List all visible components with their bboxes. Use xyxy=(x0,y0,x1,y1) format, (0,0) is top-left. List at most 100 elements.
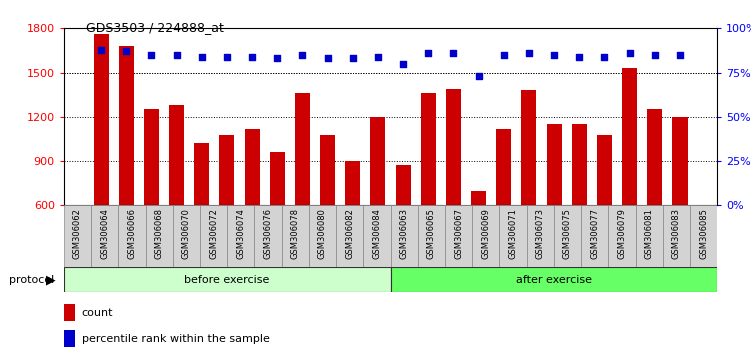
Bar xyxy=(169,105,184,294)
Text: GSM306071: GSM306071 xyxy=(508,209,517,259)
Bar xyxy=(521,90,536,294)
Bar xyxy=(547,124,562,294)
Bar xyxy=(146,205,173,267)
Bar xyxy=(690,205,717,267)
Point xyxy=(422,50,434,56)
Point xyxy=(120,48,132,54)
Bar xyxy=(446,89,461,294)
Bar xyxy=(472,205,499,267)
Bar xyxy=(295,93,310,294)
Text: GSM306065: GSM306065 xyxy=(427,209,436,259)
Text: GSM306085: GSM306085 xyxy=(699,209,708,259)
Point xyxy=(397,61,409,67)
Text: GSM306064: GSM306064 xyxy=(100,209,109,259)
Point xyxy=(347,56,359,61)
Text: GSM306062: GSM306062 xyxy=(73,209,82,259)
Text: GSM306081: GSM306081 xyxy=(644,209,653,259)
Bar xyxy=(622,68,637,294)
Bar xyxy=(309,205,336,267)
Point xyxy=(523,50,535,56)
Text: before exercise: before exercise xyxy=(185,275,270,285)
Bar xyxy=(554,205,581,267)
Bar xyxy=(119,205,146,267)
Point xyxy=(297,52,309,58)
Text: GSM306079: GSM306079 xyxy=(617,209,626,259)
Bar xyxy=(672,117,687,294)
Bar xyxy=(363,205,391,267)
Bar xyxy=(647,109,662,294)
Bar xyxy=(499,205,526,267)
Bar xyxy=(608,205,635,267)
Text: percentile rank within the sample: percentile rank within the sample xyxy=(82,334,270,344)
Text: GSM306084: GSM306084 xyxy=(372,209,382,259)
Bar xyxy=(597,135,612,294)
Bar xyxy=(270,152,285,294)
Point xyxy=(95,47,107,52)
Bar xyxy=(471,190,486,294)
Bar xyxy=(662,205,690,267)
Bar xyxy=(370,117,385,294)
Bar xyxy=(64,205,91,267)
Text: count: count xyxy=(82,308,113,318)
Text: GSM306072: GSM306072 xyxy=(209,209,218,259)
Point xyxy=(498,52,510,58)
Bar xyxy=(64,330,75,347)
Point xyxy=(321,56,333,61)
Text: GSM306073: GSM306073 xyxy=(535,209,544,259)
Point xyxy=(146,52,158,58)
Text: GSM306083: GSM306083 xyxy=(672,209,681,259)
Text: GSM306069: GSM306069 xyxy=(481,209,490,259)
Text: GDS3503 / 224888_at: GDS3503 / 224888_at xyxy=(86,21,225,34)
Bar xyxy=(91,205,119,267)
Text: GSM306068: GSM306068 xyxy=(155,209,164,259)
Point xyxy=(271,56,283,61)
Point xyxy=(448,50,460,56)
Point xyxy=(599,54,611,59)
Bar xyxy=(227,205,255,267)
Text: GSM306063: GSM306063 xyxy=(400,209,409,259)
Bar xyxy=(391,267,717,292)
Text: GSM306080: GSM306080 xyxy=(318,209,327,259)
Point xyxy=(196,54,208,59)
Bar xyxy=(255,205,282,267)
Bar xyxy=(391,205,418,267)
Bar xyxy=(396,166,411,294)
Bar xyxy=(94,34,109,294)
Bar xyxy=(336,205,363,267)
Bar xyxy=(195,143,210,294)
Bar xyxy=(581,205,608,267)
Bar xyxy=(64,304,75,321)
Point xyxy=(221,54,233,59)
Text: ▶: ▶ xyxy=(47,273,56,286)
Bar xyxy=(282,205,309,267)
Point xyxy=(372,54,384,59)
Bar xyxy=(219,135,234,294)
Bar xyxy=(526,205,554,267)
Text: after exercise: after exercise xyxy=(516,275,592,285)
Text: GSM306077: GSM306077 xyxy=(590,209,599,259)
Point xyxy=(472,73,484,79)
Text: GSM306070: GSM306070 xyxy=(182,209,191,259)
Bar xyxy=(320,135,335,294)
Point xyxy=(674,52,686,58)
Text: GSM306078: GSM306078 xyxy=(291,209,300,259)
Text: protocol: protocol xyxy=(9,275,54,285)
Bar xyxy=(421,93,436,294)
Point xyxy=(623,50,635,56)
Bar xyxy=(64,267,391,292)
Point xyxy=(649,52,661,58)
Text: GSM306074: GSM306074 xyxy=(237,209,246,259)
Point xyxy=(573,54,585,59)
Bar xyxy=(245,129,260,294)
Bar xyxy=(635,205,662,267)
Point xyxy=(170,52,182,58)
Text: GSM306066: GSM306066 xyxy=(128,209,137,259)
Bar xyxy=(418,205,445,267)
Bar xyxy=(445,205,472,267)
Bar xyxy=(496,129,511,294)
Bar xyxy=(144,109,159,294)
Text: GSM306067: GSM306067 xyxy=(454,209,463,259)
Bar xyxy=(200,205,227,267)
Bar xyxy=(173,205,200,267)
Point xyxy=(246,54,258,59)
